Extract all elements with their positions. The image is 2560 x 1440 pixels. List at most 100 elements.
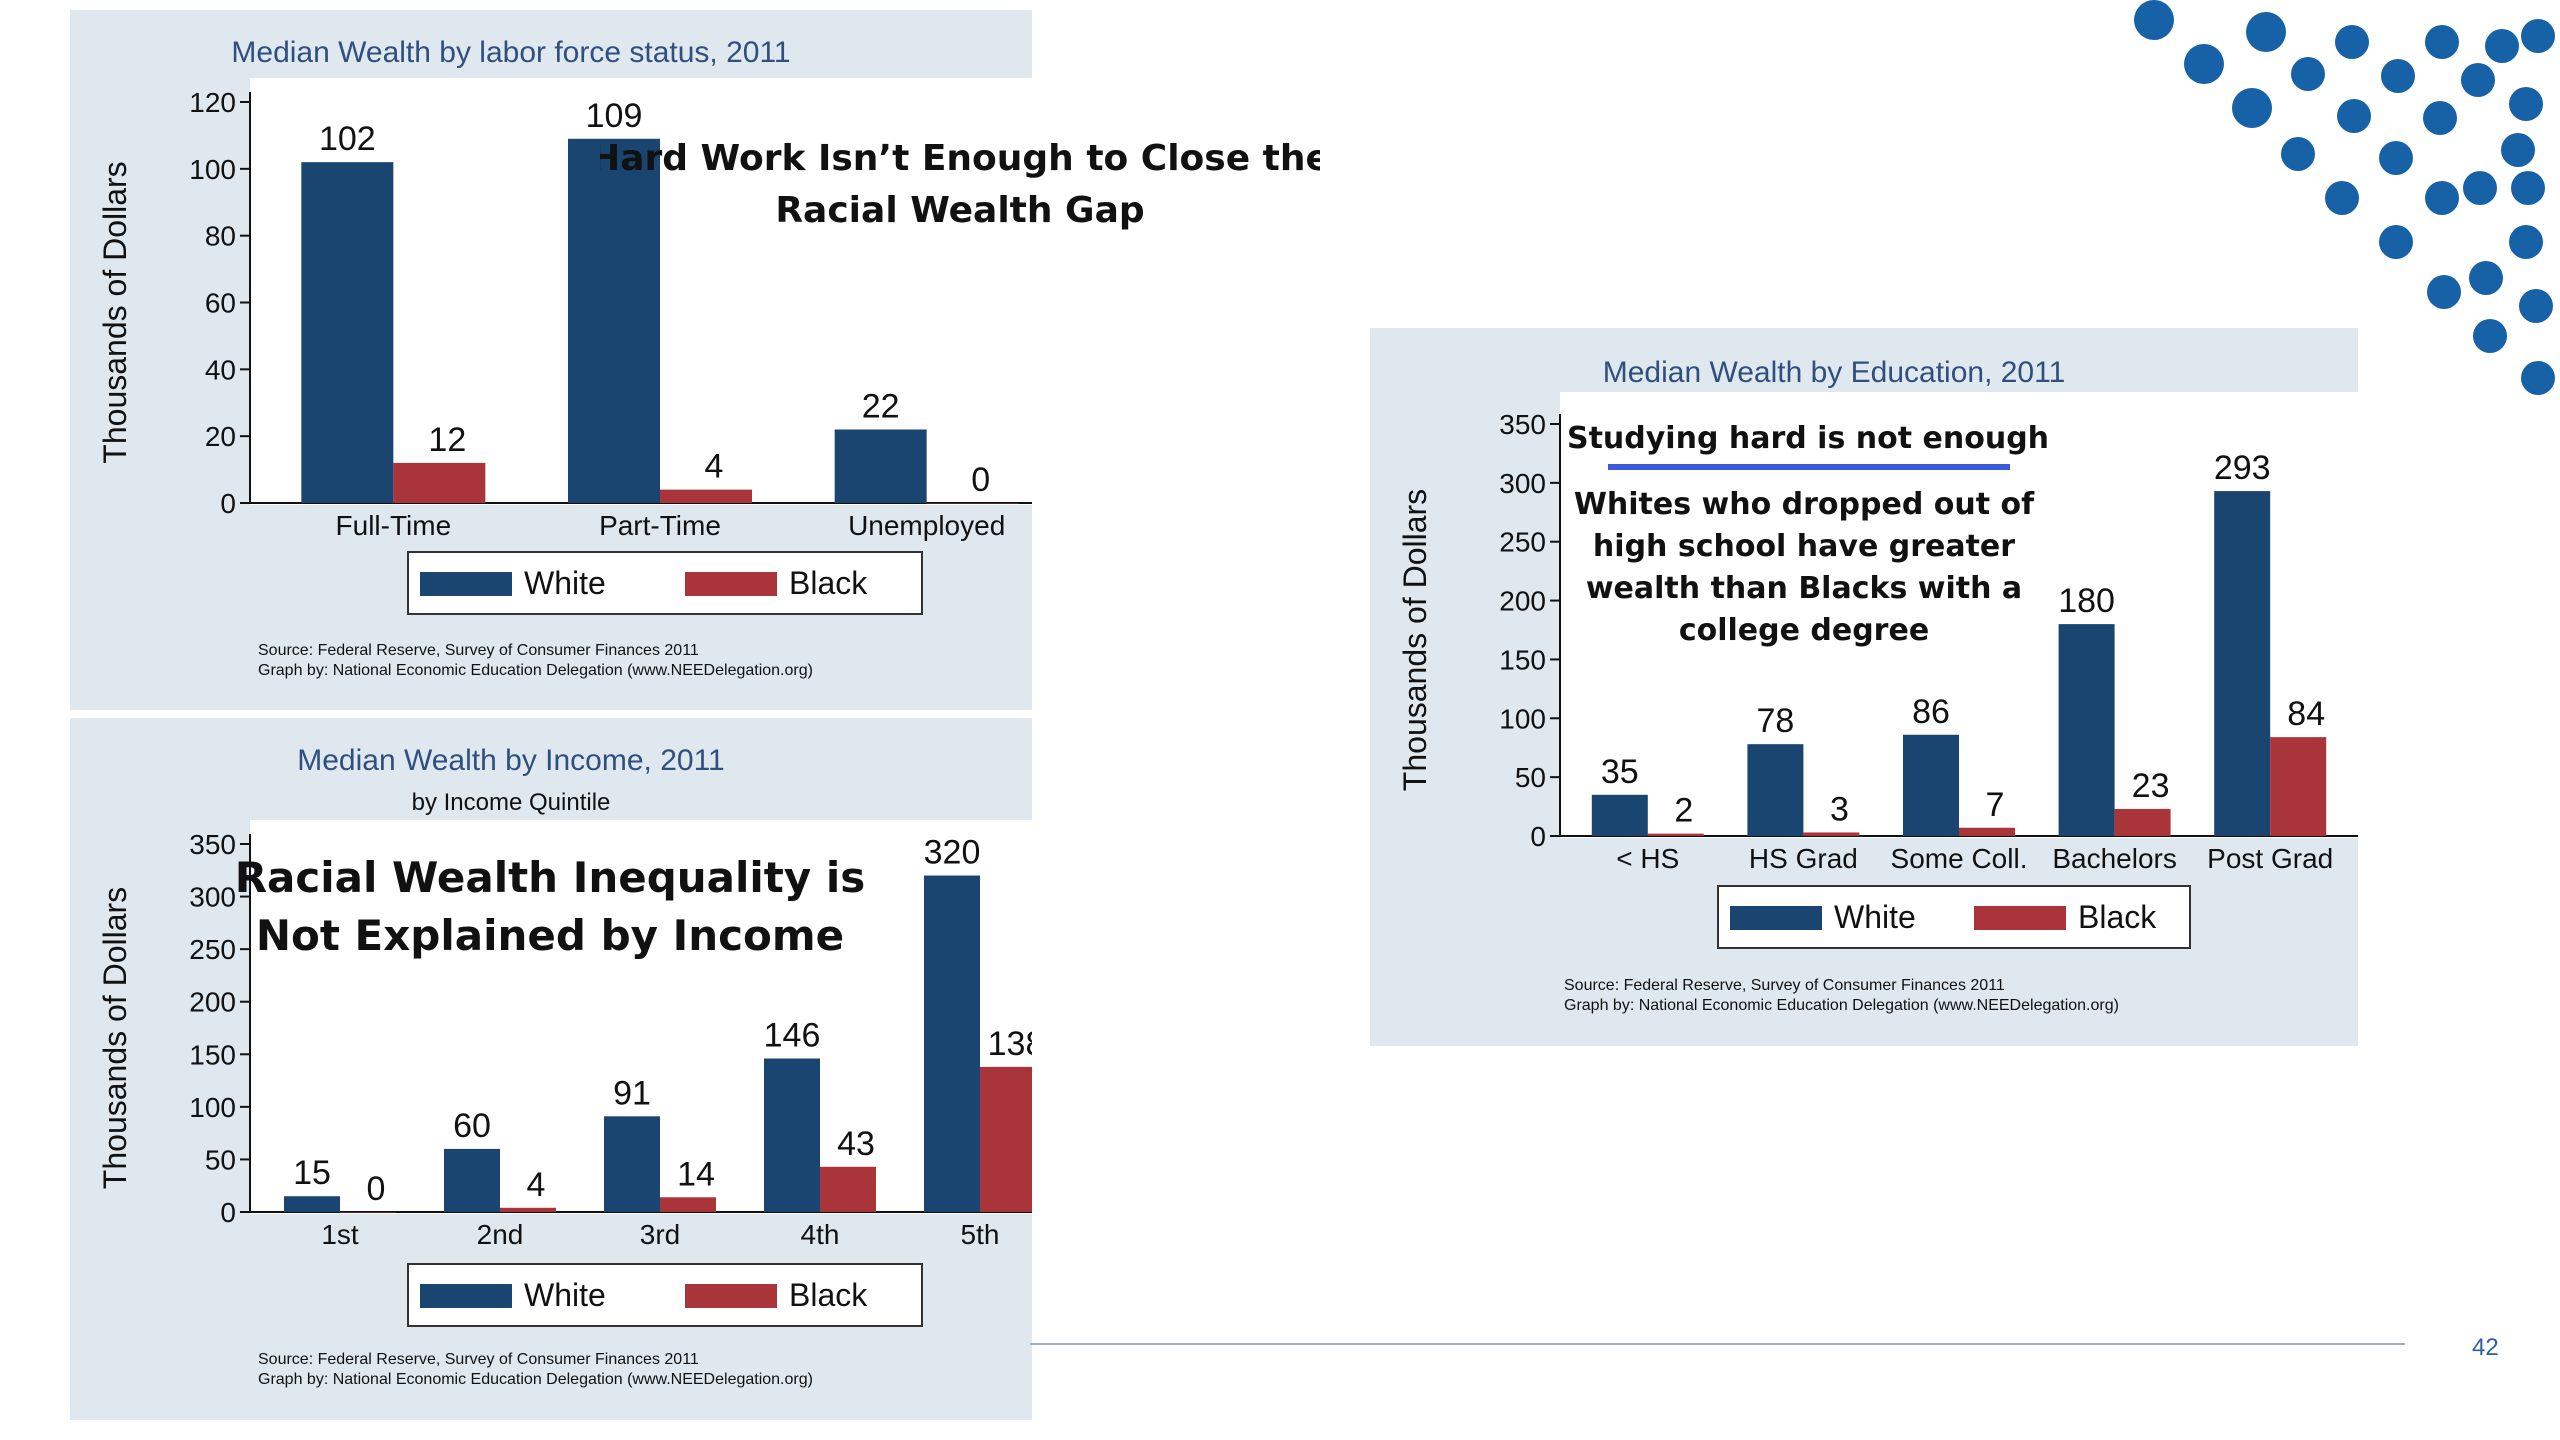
decorative-dot xyxy=(2232,88,2272,128)
y-tick-label: 50 xyxy=(1515,762,1546,793)
decorative-dot xyxy=(2473,319,2507,353)
chart-title: Median Wealth by Income, 2011 xyxy=(297,744,724,777)
bar-white-1 xyxy=(568,138,660,503)
decorative-dot xyxy=(2337,99,2371,133)
y-tick-label: 350 xyxy=(1499,409,1546,440)
decorative-dot xyxy=(2291,57,2325,91)
y-tick-label: 100 xyxy=(1499,703,1546,734)
bar-black-1 xyxy=(660,489,752,503)
bar-black-2 xyxy=(660,1197,716,1212)
legend-label-black: Black xyxy=(2078,899,2157,935)
decorative-dot xyxy=(2281,137,2315,171)
bar-white-4 xyxy=(2214,491,2271,836)
y-tick-label: 150 xyxy=(1499,644,1546,675)
bar-value-label: 15 xyxy=(293,1154,331,1192)
x-tick-label: Unemployed xyxy=(848,510,1005,541)
legend: White Black xyxy=(407,551,923,615)
x-tick-label: 1st xyxy=(321,1219,359,1250)
annotation-line-1: Racial Wealth Inequality is xyxy=(235,853,866,902)
annotation-line-2: Not Explained by Income xyxy=(256,911,844,960)
legend-swatch-white xyxy=(420,572,512,596)
bar-white-2 xyxy=(834,429,927,503)
bar-value-label: 35 xyxy=(1601,753,1639,791)
y-tick-label: 0 xyxy=(220,488,236,519)
decorative-dot xyxy=(2463,171,2497,205)
y-tick-label: 0 xyxy=(1530,821,1546,852)
annotation-line: wealth than Blacks with a xyxy=(1586,571,2022,606)
page-number: 42 xyxy=(2472,1334,2499,1361)
bar-value-label: 146 xyxy=(764,1016,821,1054)
y-tick-label: 0 xyxy=(220,1197,236,1228)
decorative-dot xyxy=(2485,29,2519,63)
decorative-dot xyxy=(2501,133,2535,167)
bar-value-label: 78 xyxy=(1756,702,1794,740)
chart-panel-education: Median Wealth by Education, 2011 Thousand… xyxy=(1370,328,2358,1046)
source-line-1: Source: Federal Reserve, Survey of Consu… xyxy=(1564,977,2005,994)
y-tick-label: 20 xyxy=(205,421,236,452)
bar-value-label: 91 xyxy=(613,1074,651,1112)
y-tick-label: 40 xyxy=(205,354,236,385)
bar-value-label: 86 xyxy=(1912,693,1950,731)
bar-black-1 xyxy=(500,1207,556,1212)
decorative-dot xyxy=(2134,0,2174,40)
chart-panel-income: Median Wealth by Income, 2011 by Income Q… xyxy=(70,718,1032,1420)
x-tick-label: HS Grad xyxy=(1749,843,1858,874)
bar-white-1 xyxy=(444,1148,500,1212)
legend-label-white: White xyxy=(1834,899,1916,935)
bar-black-4 xyxy=(980,1066,1032,1212)
decorative-dot xyxy=(2427,275,2461,309)
legend: White Black xyxy=(407,1263,923,1327)
y-tick-label: 300 xyxy=(189,882,236,913)
bar-black-0 xyxy=(340,1212,396,1213)
annotation-underline xyxy=(1608,464,2010,470)
bar-white-1 xyxy=(1747,744,1804,836)
chart-svg-1: Median Wealth by Income, 2011 by Income Q… xyxy=(97,744,1032,1388)
legend-swatch-black xyxy=(685,572,777,596)
bar-black-3 xyxy=(2114,808,2171,836)
bar-white-0 xyxy=(301,162,394,503)
bar-white-0 xyxy=(284,1196,340,1212)
x-tick-label: Some Coll. xyxy=(1891,843,2028,874)
y-tick-label: 50 xyxy=(205,1144,236,1175)
decorative-dot xyxy=(2325,181,2359,215)
y-tick-label: 80 xyxy=(205,221,236,252)
y-tick-label: 120 xyxy=(189,87,236,118)
chart-title: Median Wealth by Education, 2011 xyxy=(1603,356,2066,389)
bar-value-label: 43 xyxy=(837,1125,875,1163)
x-tick-label: 4th xyxy=(801,1219,840,1250)
chart-svg-2: Median Wealth by Education, 2011 Thousand… xyxy=(1397,356,2358,1014)
bar-value-label: 109 xyxy=(586,97,643,135)
annotation-line: Whites who dropped out of xyxy=(1574,487,2035,522)
y-tick-label: 100 xyxy=(189,154,236,185)
decorative-dot xyxy=(2469,261,2503,295)
bar-value-label: 84 xyxy=(2287,695,2325,733)
x-tick-label: 2nd xyxy=(477,1219,524,1250)
source-line-2: Graph by: National Economic Education De… xyxy=(1564,997,2119,1014)
x-tick-label: Full-Time xyxy=(336,510,452,541)
decorative-dot xyxy=(2381,59,2415,93)
bar-black-0 xyxy=(393,462,486,503)
decorative-dot xyxy=(2423,101,2457,135)
bar-value-label: 0 xyxy=(971,461,990,499)
y-axis-label: Thousands of Dollars xyxy=(1397,489,1433,791)
legend-swatch-black xyxy=(685,1284,777,1308)
bar-value-label: 60 xyxy=(453,1107,491,1145)
x-tick-label: Bachelors xyxy=(2052,843,2177,874)
chart-title: Median Wealth by labor force status, 201… xyxy=(231,36,790,69)
x-tick-label: Part-Time xyxy=(599,510,721,541)
bar-value-label: 0 xyxy=(367,1170,386,1208)
bar-value-label: 4 xyxy=(705,448,724,486)
bar-value-label: 4 xyxy=(527,1166,546,1204)
legend-label-black: Black xyxy=(789,565,868,601)
bar-black-2 xyxy=(926,503,1019,504)
x-tick-label: Post Grad xyxy=(2207,843,2333,874)
annotation-heading: Studying hard is not enough xyxy=(1567,421,2049,456)
bar-value-label: 102 xyxy=(319,120,376,158)
y-tick-label: 250 xyxy=(1499,527,1546,558)
bar-value-label: 22 xyxy=(862,387,900,425)
y-tick-label: 60 xyxy=(205,288,236,319)
bar-white-3 xyxy=(764,1058,820,1212)
bar-white-0 xyxy=(1591,794,1648,836)
bar-value-label: 7 xyxy=(1986,786,2005,824)
